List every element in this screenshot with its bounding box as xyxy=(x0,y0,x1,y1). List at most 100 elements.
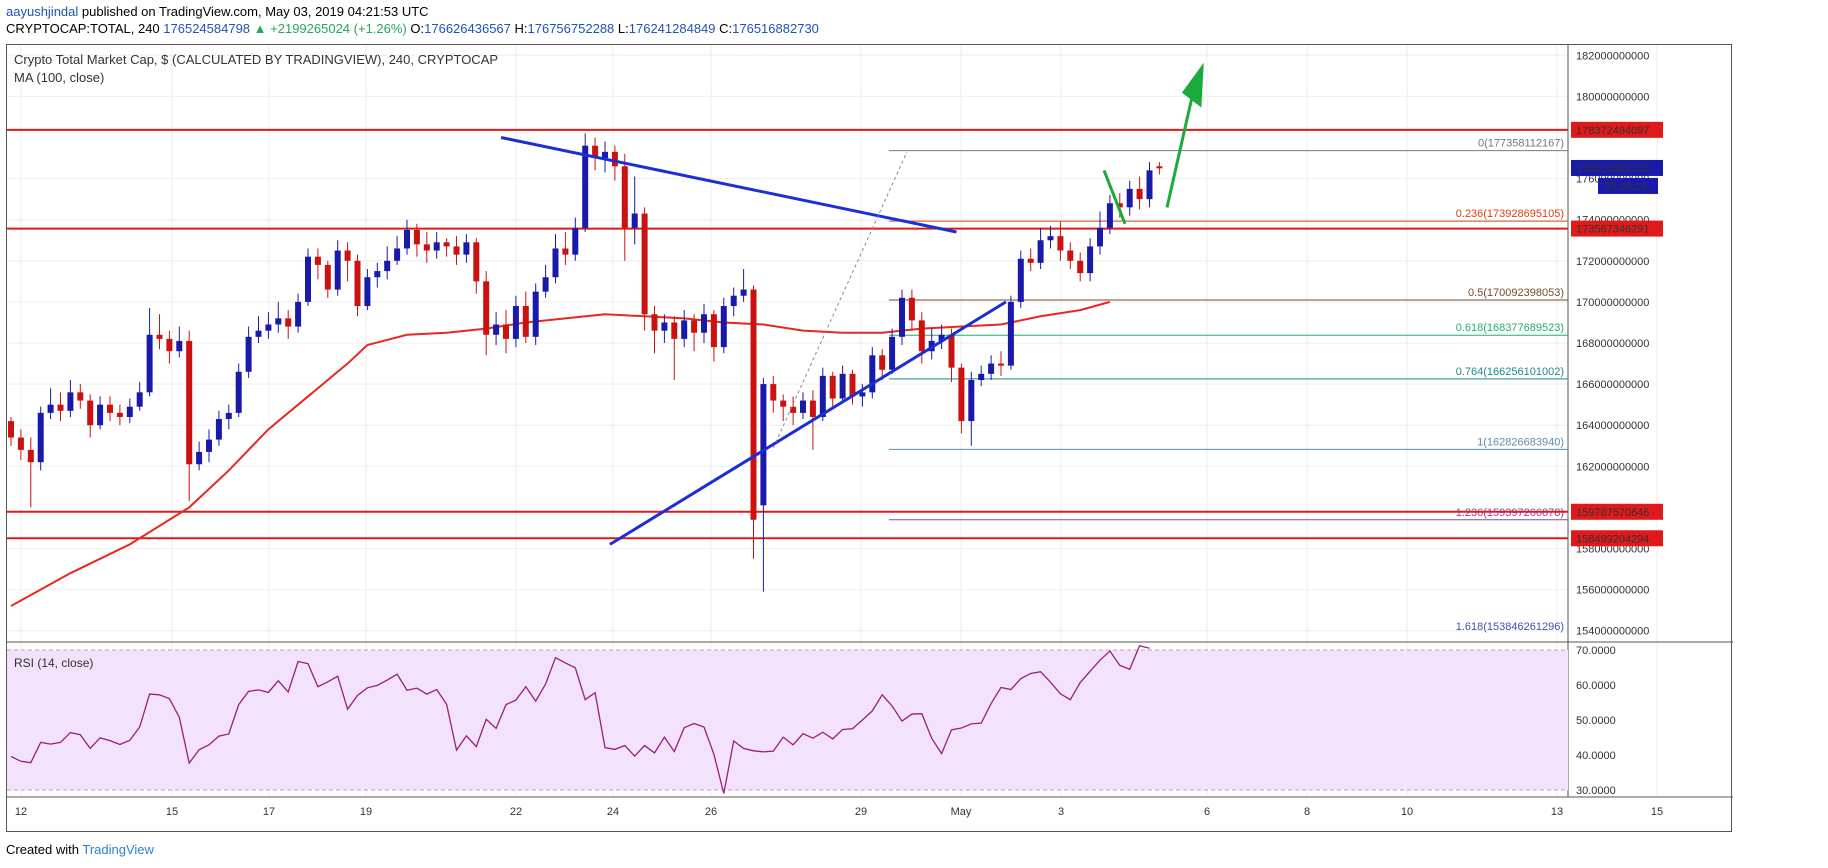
candle-body xyxy=(978,373,985,380)
rsi-tick-label: 40.0000 xyxy=(1576,750,1616,762)
candle-body xyxy=(275,318,282,325)
fib-level-label: 1(162826683940) xyxy=(1477,436,1564,448)
last-price-label: 176516882730 xyxy=(1576,163,1649,175)
candle-body xyxy=(641,213,648,315)
candle-body xyxy=(839,373,846,399)
candle-body xyxy=(334,250,341,290)
candle-body xyxy=(1057,236,1064,251)
y-tick-label: 182000000000 xyxy=(1576,50,1649,62)
candle-body xyxy=(37,412,44,463)
y-tick-label: 180000000000 xyxy=(1576,91,1649,103)
candle-body xyxy=(512,306,519,339)
chart-title: Crypto Total Market Cap, $ (CALCULATED B… xyxy=(14,52,499,67)
candle-body xyxy=(1156,166,1163,169)
candle-body xyxy=(116,412,123,417)
candle-body xyxy=(305,256,311,302)
ohlc-bar: CRYPTOCAP:TOTAL, 240 176524584798 ▲ +219… xyxy=(6,21,819,36)
fib-baseline xyxy=(772,151,908,449)
candle-body xyxy=(1146,170,1153,200)
candle-body xyxy=(592,145,599,159)
candle-body xyxy=(1136,188,1143,200)
x-tick-label: 12 xyxy=(15,806,27,818)
x-tick-label: 15 xyxy=(166,806,178,818)
candle-body xyxy=(522,306,529,337)
candle-body xyxy=(602,151,608,159)
candle-body xyxy=(582,145,589,228)
candle-body xyxy=(364,277,371,307)
candle-body xyxy=(819,375,826,417)
y-tick-label: 166000000000 xyxy=(1576,379,1649,391)
rsi-line xyxy=(10,645,1150,794)
candle-body xyxy=(710,314,717,348)
candle-body xyxy=(17,437,24,450)
ma-indicator-label: MA (100, close) xyxy=(14,70,105,85)
chart-frame[interactable]: 12 15 17 19 22 24 26 29 May 3 6 8 10 13 15 154000000000… xyxy=(6,44,1733,833)
candle-body xyxy=(176,340,183,352)
x-tick-label: 10 xyxy=(1401,806,1413,818)
last-value: 176524584798 xyxy=(163,21,251,36)
resistance-2-price-label: 173567346291 xyxy=(1576,224,1649,236)
candle-body xyxy=(1116,203,1123,208)
x-tick-label: 13 xyxy=(1551,806,1563,818)
candle-body xyxy=(809,400,816,417)
publish-header: aayushjindal published on TradingView.co… xyxy=(6,4,429,19)
y-tick-label: 172000000000 xyxy=(1576,256,1649,268)
fib-level-label: 0.5(170092398053) xyxy=(1468,287,1564,299)
candle-body xyxy=(908,297,915,321)
candle-body xyxy=(47,404,54,413)
candle-body xyxy=(166,338,173,352)
candle-body xyxy=(1027,258,1034,263)
x-tick-label: 15 xyxy=(1651,806,1663,818)
created-with: Created with xyxy=(6,842,79,857)
rsi-tick-label: 70.0000 xyxy=(1576,645,1616,657)
price-chart[interactable]: 12 15 17 19 22 24 26 29 May 3 6 8 10 13 15 154000000000… xyxy=(7,45,1733,833)
x-tick-label: 3 xyxy=(1058,806,1064,818)
candle-body xyxy=(671,322,678,339)
x-tick-label: 22 xyxy=(510,806,522,818)
candle-body xyxy=(384,260,391,272)
candle-body xyxy=(948,334,955,368)
open-label: O: xyxy=(410,21,425,36)
candle-body xyxy=(938,334,945,341)
candle-body xyxy=(730,295,737,307)
candle-body xyxy=(542,277,549,292)
low-value: 176241284849 xyxy=(628,21,716,36)
x-tick-label: 19 xyxy=(360,806,372,818)
ma100-line xyxy=(10,300,1111,607)
arrow-pullback xyxy=(1102,169,1127,225)
candle-body xyxy=(235,371,242,413)
candle-body xyxy=(493,324,500,335)
candle-body xyxy=(1007,301,1014,366)
candle-body xyxy=(215,419,222,440)
rsi-tick-label: 50.0000 xyxy=(1576,715,1616,727)
high-value: 176756752288 xyxy=(527,21,615,36)
fib-level-label: 1.236(159397266878) xyxy=(1456,507,1564,519)
candle-body xyxy=(314,256,321,265)
candle-body xyxy=(1087,246,1094,274)
candle-body xyxy=(968,379,975,422)
candle-body xyxy=(57,404,64,411)
candle-body xyxy=(1077,260,1084,274)
author-name[interactable]: aayushjindal xyxy=(6,4,79,19)
candle-body xyxy=(899,297,905,337)
candle-body xyxy=(760,384,767,506)
candle-body xyxy=(750,289,757,520)
candle-body xyxy=(621,166,628,228)
candle-body xyxy=(126,406,133,417)
candle-body xyxy=(354,260,361,307)
candle-body xyxy=(503,324,509,339)
candle-body xyxy=(67,392,74,411)
candle-body xyxy=(146,334,153,393)
candle-body xyxy=(780,400,787,407)
fib-level-label: 0(177358112167) xyxy=(1478,138,1564,150)
fib-level-label: 0.764(166256101002) xyxy=(1456,366,1564,378)
candle-body xyxy=(1126,188,1133,208)
support-2-price-label: 158499204294 xyxy=(1576,533,1649,545)
last-price-box xyxy=(1571,159,1663,176)
candle-body xyxy=(483,281,490,335)
tradingview-logo-link[interactable]: TradingView xyxy=(82,842,154,857)
fib-level-label: 0.618(168377689523) xyxy=(1456,322,1564,334)
x-tick-label: 17 xyxy=(263,806,275,818)
candle-body xyxy=(156,334,163,339)
rsi-tick-label: 60.0000 xyxy=(1576,680,1616,692)
